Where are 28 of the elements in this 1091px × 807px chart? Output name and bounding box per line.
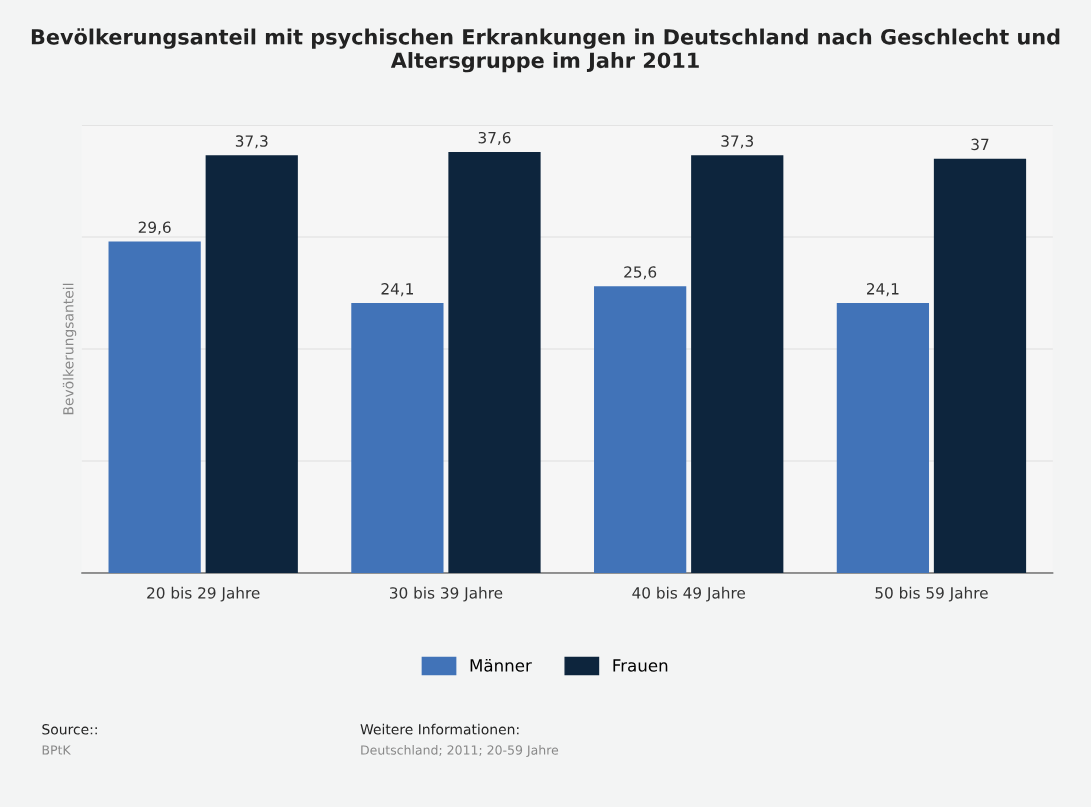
text: Deutschland; 2011; 20-59 Jahre bbox=[361, 745, 559, 758]
x-tick-label: 40 bis 49 Jahre bbox=[632, 586, 745, 602]
data-label: 37,3 bbox=[235, 135, 268, 149]
bar bbox=[691, 155, 784, 573]
data-label: 37,3 bbox=[721, 135, 754, 149]
x-tick-label: 50 bis 59 Jahre bbox=[875, 586, 988, 602]
legend-label: Frauen bbox=[613, 659, 668, 672]
x-tick-label: 20 bis 29 Jahre bbox=[147, 586, 260, 602]
data-label: 24,1 bbox=[867, 283, 899, 297]
bar bbox=[108, 241, 201, 573]
bar bbox=[351, 303, 444, 573]
chart-title: Bevölkerungsanteil mit psychischen Erkrankungen in Deutschland nach Geschlecht und Altersgruppe im Jahr 2011 bbox=[31, 28, 1060, 73]
bar bbox=[205, 155, 298, 573]
y-axis-title: Bevölkerungsanteil bbox=[62, 283, 77, 415]
text: Weitere Informationen: bbox=[360, 723, 519, 735]
data-label: 25,6 bbox=[624, 266, 657, 280]
bar bbox=[594, 286, 687, 573]
text: BPtK bbox=[42, 745, 71, 755]
data-label: 24,1 bbox=[381, 283, 413, 297]
data-label: 29,6 bbox=[138, 221, 171, 235]
bar bbox=[448, 151, 541, 573]
legend-label: Männer bbox=[470, 658, 532, 672]
source-note: Source:: bbox=[42, 724, 97, 735]
bar bbox=[836, 303, 930, 573]
bar bbox=[933, 158, 1027, 573]
data-label: 37 bbox=[971, 138, 989, 151]
data-label: 37,6 bbox=[478, 131, 511, 145]
x-tick-label: 30 bis 39 Jahre bbox=[389, 586, 503, 602]
